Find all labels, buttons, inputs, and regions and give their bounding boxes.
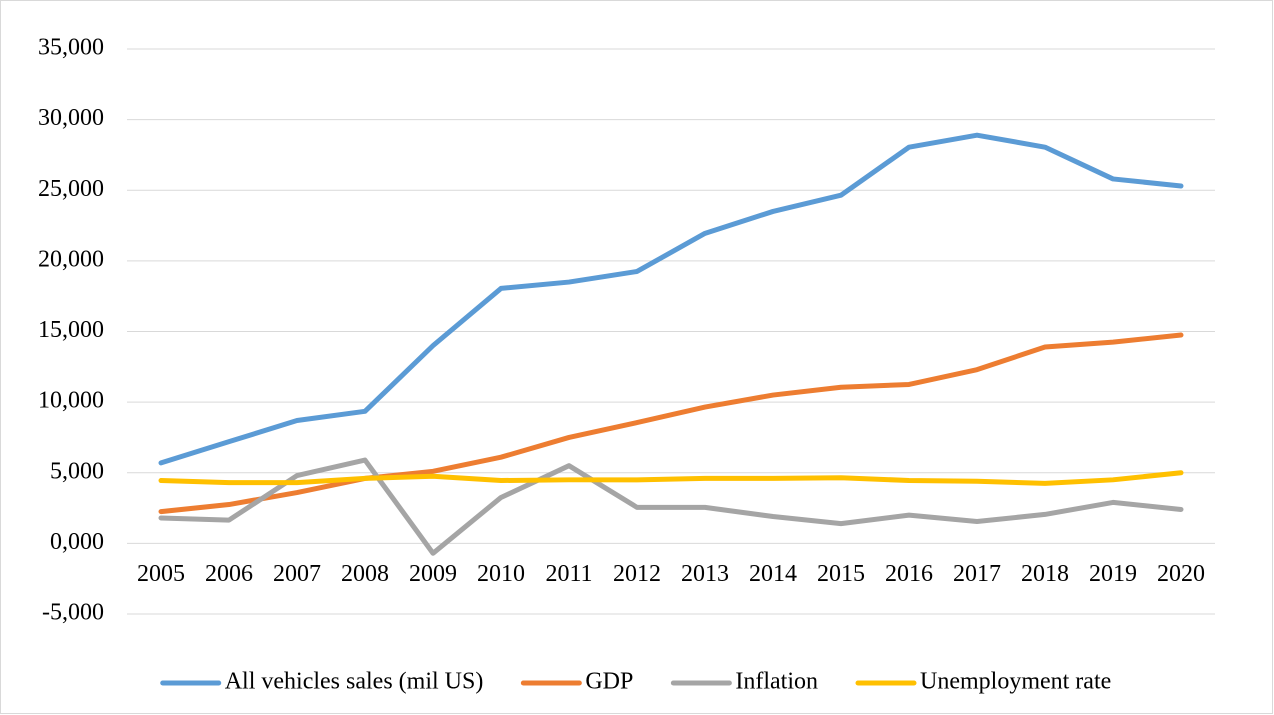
- y-tick-label: 30,000: [38, 105, 104, 131]
- legend-label: Inflation: [735, 669, 818, 695]
- y-tick-label: 0,000: [50, 529, 104, 555]
- x-tick-label: 2013: [681, 561, 729, 587]
- x-tick-label: 2006: [205, 561, 253, 587]
- x-tick-label: 2020: [1157, 561, 1205, 587]
- y-tick-label: 15,000: [38, 317, 104, 343]
- y-tick-label: 5,000: [50, 458, 104, 484]
- y-tick-label: -5,000: [42, 600, 104, 626]
- x-tick-label: 2015: [817, 561, 865, 587]
- x-tick-label: 2012: [613, 561, 661, 587]
- y-tick-label: 10,000: [38, 388, 104, 414]
- y-tick-label: 35,000: [38, 35, 104, 61]
- y-tick-label: 25,000: [38, 176, 104, 202]
- x-tick-label: 2016: [885, 561, 933, 587]
- series-line: [158, 332, 1184, 515]
- series-line: [158, 457, 1184, 556]
- legend-label: All vehicles sales (mil US): [225, 669, 484, 695]
- y-tick-label: 20,000: [38, 246, 104, 272]
- legend-label: GDP: [585, 669, 633, 695]
- series-line: [158, 470, 1184, 486]
- x-tick-label: 2018: [1021, 561, 1069, 587]
- x-tick-label: 2019: [1089, 561, 1137, 587]
- legend-label: Unemployment rate: [920, 669, 1111, 695]
- x-tick-label: 2011: [545, 561, 592, 587]
- x-tick-label: 2009: [409, 561, 457, 587]
- x-tick-label: 2007: [273, 561, 321, 587]
- x-tick-label: 2014: [749, 561, 797, 587]
- x-tick-label: 2005: [137, 561, 185, 587]
- series-line: [158, 132, 1184, 466]
- x-tick-label: 2017: [953, 561, 1001, 587]
- x-tick-label: 2008: [341, 561, 389, 587]
- x-tick-label: 2010: [477, 561, 525, 587]
